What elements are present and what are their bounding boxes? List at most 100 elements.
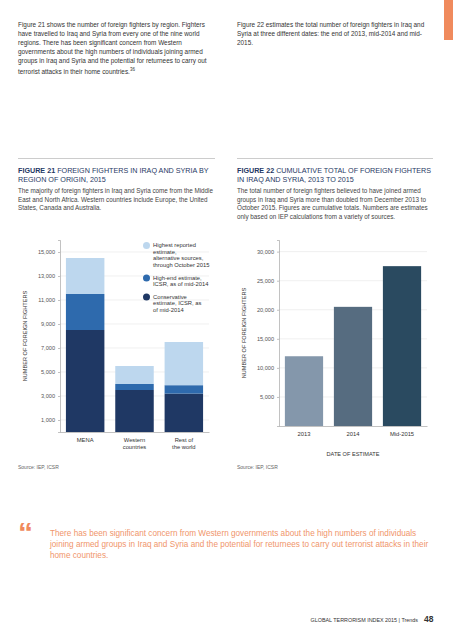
source: Source: IEP, ICSR xyxy=(18,464,215,470)
tick-label: 15,000 xyxy=(38,249,55,255)
legend-item: Highest reportedestimate,alternative sou… xyxy=(143,242,209,268)
axis-title: NUMBER OF FOREIGN FIGHTERS xyxy=(241,288,247,379)
tick-label: 5,000 xyxy=(260,394,274,400)
chart: 5,00010,00015,00020,00025,00030,00020132… xyxy=(237,228,433,460)
plot: 1,0003,0005,0007,0009,00011,00013,00015,… xyxy=(38,241,210,450)
bars xyxy=(285,266,421,426)
tick: 1,000 xyxy=(41,417,60,423)
subtitle: The majority of foreign fighters in Iraq… xyxy=(18,187,215,213)
tick-label: 5,000 xyxy=(41,369,55,375)
legend-swatch xyxy=(143,242,150,249)
spacer xyxy=(274,166,276,175)
legend-label: Conservativeestimate, ICSR, asof mid-201… xyxy=(153,294,201,313)
tick: 10,000 xyxy=(257,365,279,371)
tick-label-line: countries xyxy=(123,444,147,450)
tick: 5,000 xyxy=(260,394,279,400)
tick-label: 11,000 xyxy=(38,297,55,303)
tick: 2014 xyxy=(347,426,361,437)
paragraph: Figure 21 shows the number of foreign fi… xyxy=(18,21,207,75)
page: Figure 21 shows the number of foreign fi… xyxy=(0,0,453,640)
legend-item: High-end estimate,ICSR, as of mid-2014 xyxy=(143,274,209,287)
tick-mark xyxy=(58,420,60,421)
legend-label-line: of mid-2014 xyxy=(153,307,184,313)
tick-label-line: 2013 xyxy=(298,431,311,437)
page-tab xyxy=(444,0,453,40)
legend-label-line: estimate, ICSR, as xyxy=(153,300,201,306)
paragraph: Figure 22 estimates the total number of … xyxy=(237,21,424,46)
tick-mark xyxy=(58,324,60,325)
legend-label-line: alternative sources, xyxy=(153,255,204,261)
axis-line xyxy=(280,426,428,427)
axis-line xyxy=(58,241,61,433)
tick: Mid-2015 xyxy=(390,426,414,437)
legend-label-line: ICSR, as of mid-2014 xyxy=(153,281,209,287)
intro-right: Figure 22 estimates the total number of … xyxy=(237,20,434,47)
bar xyxy=(165,342,203,385)
source-text: Source: IEP, ICSR xyxy=(237,464,278,470)
legend-swatch xyxy=(143,294,150,301)
bar xyxy=(66,294,104,330)
tick-label: 2013 xyxy=(298,431,311,437)
tick-label: Mid-2015 xyxy=(390,431,414,437)
series xyxy=(66,294,203,394)
bar xyxy=(165,385,203,393)
tick-label: 10,000 xyxy=(257,365,274,371)
tick: Rest ofthe world xyxy=(172,432,196,450)
spacer xyxy=(55,166,57,175)
tick-mark xyxy=(277,368,279,369)
tick-mark xyxy=(277,281,279,282)
tick: 2013 xyxy=(298,426,311,437)
legend-label-line: estimate, xyxy=(153,249,177,255)
source-text: Source: IEP, ICSR xyxy=(18,464,59,470)
tick: 20,000 xyxy=(257,307,279,313)
tick: 15,000 xyxy=(38,249,60,255)
bar xyxy=(115,366,153,384)
figure-rule xyxy=(18,158,215,159)
tick-label: 9,000 xyxy=(41,321,55,327)
legend-swatch xyxy=(143,274,150,281)
bar xyxy=(383,266,421,426)
tick-mark xyxy=(277,339,279,340)
figure-label: FIGURE 21 xyxy=(18,166,55,175)
tick-label: 7,000 xyxy=(41,345,55,351)
figure-title: FIGURE 22 CUMULATIVE TOTAL OF FOREIGN FI… xyxy=(237,166,433,184)
subtitle: The total number of foreign fighters bel… xyxy=(237,187,433,221)
legend-label: Highest reportedestimate,alternative sou… xyxy=(153,242,209,268)
chart: 1,0003,0005,0007,0009,00011,00013,00015,… xyxy=(18,228,215,460)
intro-left: Figure 21 shows the number of foreign fi… xyxy=(18,20,215,76)
figure-title: FIGURE 21 FOREIGN FIGHTERS IN IRAQ AND S… xyxy=(18,166,215,184)
tick: 25,000 xyxy=(257,278,279,284)
page-number: 48 xyxy=(424,614,433,624)
tick-mark xyxy=(58,348,60,349)
tick-label: 20,000 xyxy=(257,307,274,313)
bar xyxy=(115,390,153,432)
tick-mark xyxy=(58,372,60,373)
page-number-text: 48 xyxy=(424,614,433,624)
tick-label: Westerncountries xyxy=(123,437,147,450)
tick: Westerncountries xyxy=(123,432,147,450)
tick-label: 2014 xyxy=(347,431,361,437)
tick-mark xyxy=(58,252,60,253)
tick-mark xyxy=(58,276,60,277)
grid-line xyxy=(60,252,209,253)
axis-line xyxy=(277,241,280,427)
legend-label-line: Highest reported xyxy=(153,242,196,248)
legend-label-line: through October 2015 xyxy=(153,262,209,268)
tick-label: 3,000 xyxy=(41,393,55,399)
tick: 7,000 xyxy=(41,345,60,351)
bar xyxy=(66,258,104,294)
axis-title: NUMBER OF FOREIGN FIGHTERS xyxy=(22,291,28,382)
legend-label-line: Conservative xyxy=(153,294,187,300)
tick-label: 1,000 xyxy=(41,417,55,423)
tick: MENA xyxy=(77,432,94,443)
quote-mark: “ xyxy=(18,518,33,548)
y-axis: 5,00010,00015,00020,00025,00030,000 xyxy=(257,241,280,427)
tick-label-line: 2014 xyxy=(347,431,361,437)
x-axis: 2013 2014 Mid-2015 xyxy=(280,426,428,437)
footer: GLOBAL TERRORISM INDEX 2015 | Trends xyxy=(200,617,418,623)
figure-header: FIGURE 22 CUMULATIVE TOTAL OF FOREIGN FI… xyxy=(237,166,433,221)
footnote-ref: 36 xyxy=(130,67,135,72)
tick-label-line: Western xyxy=(124,437,145,443)
figure-rule xyxy=(237,158,433,159)
quote-text: There has been significant concern from … xyxy=(50,529,428,560)
